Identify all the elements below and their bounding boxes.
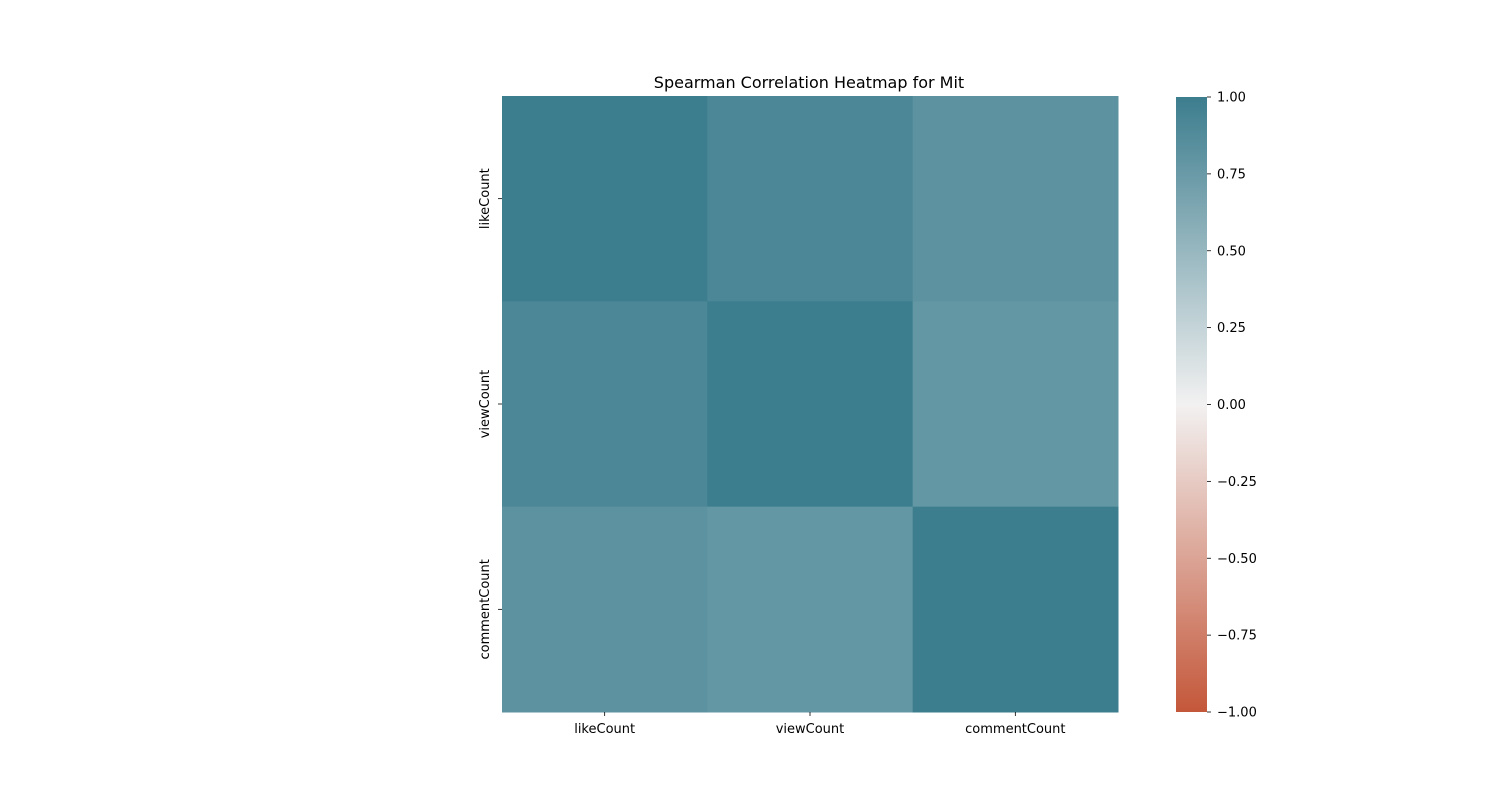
colorbar-tick-label: 0.75 (1217, 167, 1246, 182)
heatmap-cell-likeCount-commentCount (912, 96, 1119, 302)
x-tick-label: viewCount (776, 722, 845, 737)
colorbar-tick-label: 0.50 (1217, 244, 1246, 259)
heatmap-cell-viewCount-likeCount (502, 301, 708, 508)
heatmap-cell-likeCount-viewCount (707, 96, 914, 302)
heatmap-cell-commentCount-likeCount (502, 506, 708, 713)
y-tick-label: likeCount (478, 168, 493, 229)
y-axis-ticks: likeCount viewCount commentCount (478, 168, 502, 660)
heatmap-cell-viewCount-viewCount (707, 301, 914, 508)
colorbar-tick-label: 0.00 (1217, 398, 1246, 413)
heatmap-cells (502, 96, 1119, 713)
x-tick-label: commentCount (965, 722, 1065, 737)
colorbar-ticks: 1.00 0.75 0.50 0.25 0.00 −0.25 −0.50 −0.75 −1.00 (1207, 91, 1257, 721)
heatmap-cell-likeCount-likeCount (502, 96, 708, 302)
x-tick-label: likeCount (574, 722, 635, 737)
colorbar-tick-label: −0.50 (1217, 552, 1257, 567)
colorbar-gradient (1176, 97, 1207, 712)
colorbar-tick-label: −0.75 (1217, 629, 1257, 644)
colorbar-tick-label: −1.00 (1217, 706, 1257, 721)
chart-title: Spearman Correlation Heatmap for Mit (654, 73, 964, 92)
colorbar: 1.00 0.75 0.50 0.25 0.00 −0.25 −0.50 −0.75 −1.00 (1176, 91, 1257, 721)
y-tick-label: commentCount (478, 559, 493, 659)
x-axis-ticks: likeCount viewCount commentCount (574, 712, 1066, 737)
y-tick-label: viewCount (478, 370, 493, 439)
colorbar-tick-label: 1.00 (1217, 91, 1246, 106)
heatmap-cell-viewCount-commentCount (912, 301, 1119, 508)
heatmap-cell-commentCount-viewCount (707, 506, 914, 713)
colorbar-tick-label: 0.25 (1217, 321, 1246, 336)
heatmap-cell-commentCount-commentCount (912, 506, 1119, 713)
colorbar-tick-label: −0.25 (1217, 475, 1257, 490)
